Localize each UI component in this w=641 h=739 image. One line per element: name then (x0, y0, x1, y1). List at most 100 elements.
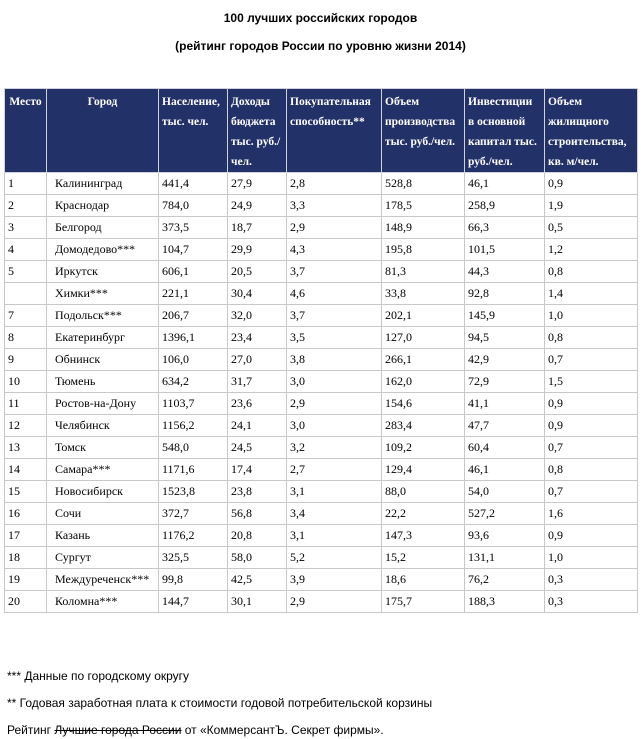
cell-production: 18,6 (381, 568, 465, 591)
cell-place: 2 (4, 194, 47, 217)
cell-production: 154,6 (381, 392, 465, 415)
cell-city: Челябинск (46, 414, 159, 437)
table-row: 19 Междуреченск*** 99,8 42,5 3,9 18,6 76,2 0,3 (4, 568, 638, 591)
table-row: 9 Обнинск 106,0 27,0 3,8 266,1 42,9 0,7 (4, 348, 638, 371)
cell-place: 10 (4, 370, 47, 393)
cell-production: 178,5 (381, 194, 465, 217)
cell-production: 33,8 (381, 282, 465, 305)
table-row: 15 Новосибирск 1523,8 23,8 3,1 88,0 54,0 0,7 (4, 480, 638, 503)
cell-budget-income: 17,4 (227, 458, 287, 481)
cell-investment: 60,4 (464, 436, 545, 459)
cell-housing: 0,9 (544, 392, 638, 415)
table-row: 8 Екатеринбург 1396,1 23,4 3,5 127,0 94,5 0,8 (4, 326, 638, 349)
cell-population: 1171,6 (158, 458, 228, 481)
cell-population: 106,0 (158, 348, 228, 371)
table-row: 14 Самара*** 1171,6 17,4 2,7 129,4 46,1 0,8 (4, 458, 638, 481)
cell-city: Подольск*** (46, 304, 159, 327)
cell-production: 109,2 (381, 436, 465, 459)
cell-population: 548,0 (158, 436, 228, 459)
cell-purchasing-power: 3,7 (286, 260, 382, 283)
cell-place: 17 (4, 524, 47, 547)
cell-city: Обнинск (46, 348, 159, 371)
cell-purchasing-power: 2,9 (286, 392, 382, 415)
cell-investment: 93,6 (464, 524, 545, 547)
cell-city: Казань (46, 524, 159, 547)
cell-housing: 1,6 (544, 502, 638, 525)
cell-purchasing-power: 3,4 (286, 502, 382, 525)
cell-population: 1523,8 (158, 480, 228, 503)
cell-housing: 1,5 (544, 370, 638, 393)
cell-purchasing-power: 3,0 (286, 414, 382, 437)
cell-place: 18 (4, 546, 47, 569)
cell-production: 528,8 (381, 172, 465, 195)
cities-rating-table: Место Город Население, тыс. чел. Доходы … (4, 88, 638, 613)
cell-housing: 0,5 (544, 216, 638, 239)
table-row: 16 Сочи 372,7 56,8 3,4 22,2 527,2 1,6 (4, 502, 638, 525)
cell-purchasing-power: 3,1 (286, 524, 382, 547)
rating-struck-link[interactable]: Лучшие города России (54, 723, 182, 737)
cell-housing: 0,8 (544, 326, 638, 349)
table-row: 2 Краснодар 784,0 24,9 3,3 178,5 258,9 1,9 (4, 194, 638, 217)
cell-housing: 0,3 (544, 590, 638, 613)
cell-city: Домодедово*** (46, 238, 159, 261)
cell-purchasing-power: 2,7 (286, 458, 382, 481)
cell-budget-income: 23,8 (227, 480, 287, 503)
cell-budget-income: 32,0 (227, 304, 287, 327)
cell-housing: 1,0 (544, 546, 638, 569)
cell-investment: 92,8 (464, 282, 545, 305)
footnote-city-district: *** Данные по городскому округу (7, 669, 190, 683)
cell-budget-income: 23,6 (227, 392, 287, 415)
footnote-rating-source: Рейтинг Лучшие города России от «Коммерс… (7, 723, 384, 737)
cell-housing: 0,3 (544, 568, 638, 591)
cell-population: 325,5 (158, 546, 228, 569)
cell-population: 221,1 (158, 282, 228, 305)
cell-city: Белгород (46, 216, 159, 239)
cell-budget-income: 27,9 (227, 172, 287, 195)
cell-investment: 46,1 (464, 458, 545, 481)
cell-investment: 101,5 (464, 238, 545, 261)
cell-purchasing-power: 5,2 (286, 546, 382, 569)
cell-place: 9 (4, 348, 47, 371)
cell-city: Самара*** (46, 458, 159, 481)
cell-city: Сочи (46, 502, 159, 525)
cell-housing: 0,9 (544, 414, 638, 437)
cell-city: Сургут (46, 546, 159, 569)
cell-population: 606,1 (158, 260, 228, 283)
column-header-city: Город (46, 88, 159, 173)
column-header-place: Место (4, 88, 47, 173)
cell-budget-income: 24,1 (227, 414, 287, 437)
cell-budget-income: 31,7 (227, 370, 287, 393)
cell-production: 162,0 (381, 370, 465, 393)
cell-housing: 0,9 (544, 524, 638, 547)
cell-housing: 0,8 (544, 458, 638, 481)
cell-place: 20 (4, 590, 47, 613)
page-subtitle: (рейтинг городов России по уровню жизни … (175, 39, 466, 53)
cell-population: 634,2 (158, 370, 228, 393)
cell-housing: 1,0 (544, 304, 638, 327)
table-header-row: Место Город Население, тыс. чел. Доходы … (4, 88, 638, 173)
cell-purchasing-power: 3,3 (286, 194, 382, 217)
cell-investment: 66,3 (464, 216, 545, 239)
cell-housing: 0,8 (544, 260, 638, 283)
cell-population: 373,5 (158, 216, 228, 239)
cell-city: Томск (46, 436, 159, 459)
rating-prefix: Рейтинг (7, 723, 55, 737)
cell-city: Иркутск (46, 260, 159, 283)
cell-investment: 258,9 (464, 194, 545, 217)
cell-housing: 0,7 (544, 348, 638, 371)
cell-investment: 145,9 (464, 304, 545, 327)
cell-city: Новосибирск (46, 480, 159, 503)
cell-budget-income: 29,9 (227, 238, 287, 261)
table-row: 4 Домодедово*** 104,7 29,9 4,3 195,8 101,5 1,2 (4, 238, 638, 261)
cell-purchasing-power: 3,8 (286, 348, 382, 371)
cell-city: Краснодар (46, 194, 159, 217)
cell-city: Калининград (46, 172, 159, 195)
footnote-purchasing-power: ** Годовая заработная плата к стоимости … (7, 696, 433, 710)
cell-place: 12 (4, 414, 47, 437)
cell-investment: 188,3 (464, 590, 545, 613)
cell-place: 15 (4, 480, 47, 503)
cell-population: 99,8 (158, 568, 228, 591)
cell-budget-income: 56,8 (227, 502, 287, 525)
table-row: 1 Калининград 441,4 27,9 2,8 528,8 46,1 0,9 (4, 172, 638, 195)
column-header-housing: Объем жилищного строительства, кв. м/чел… (544, 88, 638, 173)
